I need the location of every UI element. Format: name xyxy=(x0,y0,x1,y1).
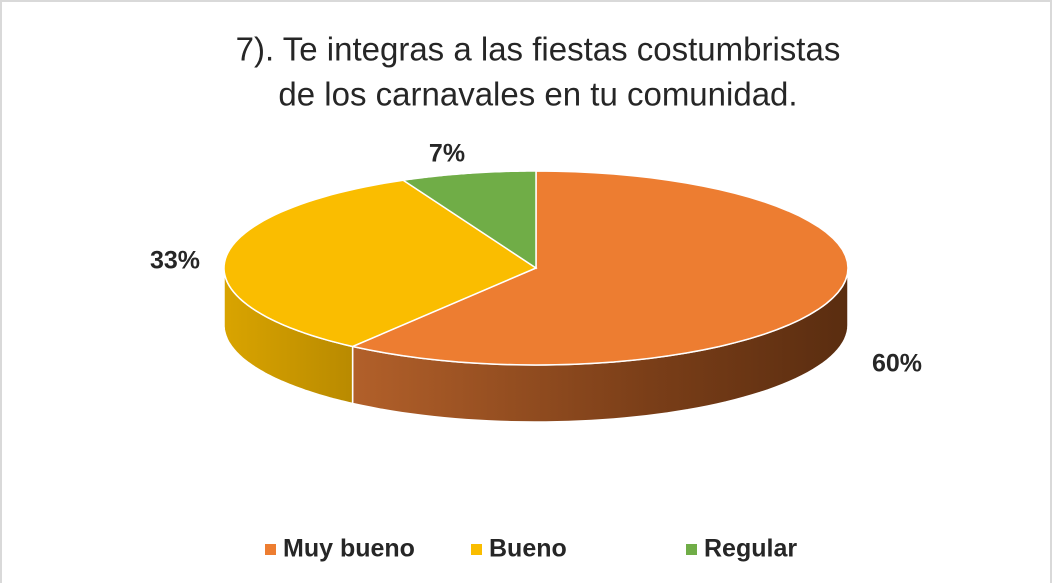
chart-title: 7). Te integras a las fiestas costumbris… xyxy=(236,31,841,68)
legend-label: Bueno xyxy=(489,535,567,563)
legend-swatch xyxy=(265,544,276,555)
data-label: 7% xyxy=(429,140,465,168)
legend-label: Regular xyxy=(704,535,797,563)
data-label: 60% xyxy=(872,350,922,378)
legend-swatch xyxy=(471,544,482,555)
legend-swatch xyxy=(686,544,697,555)
pie-slice xyxy=(223,179,538,348)
pie-slice xyxy=(350,170,849,366)
pie-slice xyxy=(401,170,537,270)
chart-title: de los carnavales en tu comunidad. xyxy=(278,76,797,113)
legend-label: Muy bueno xyxy=(283,535,415,563)
data-label: 33% xyxy=(150,247,200,275)
